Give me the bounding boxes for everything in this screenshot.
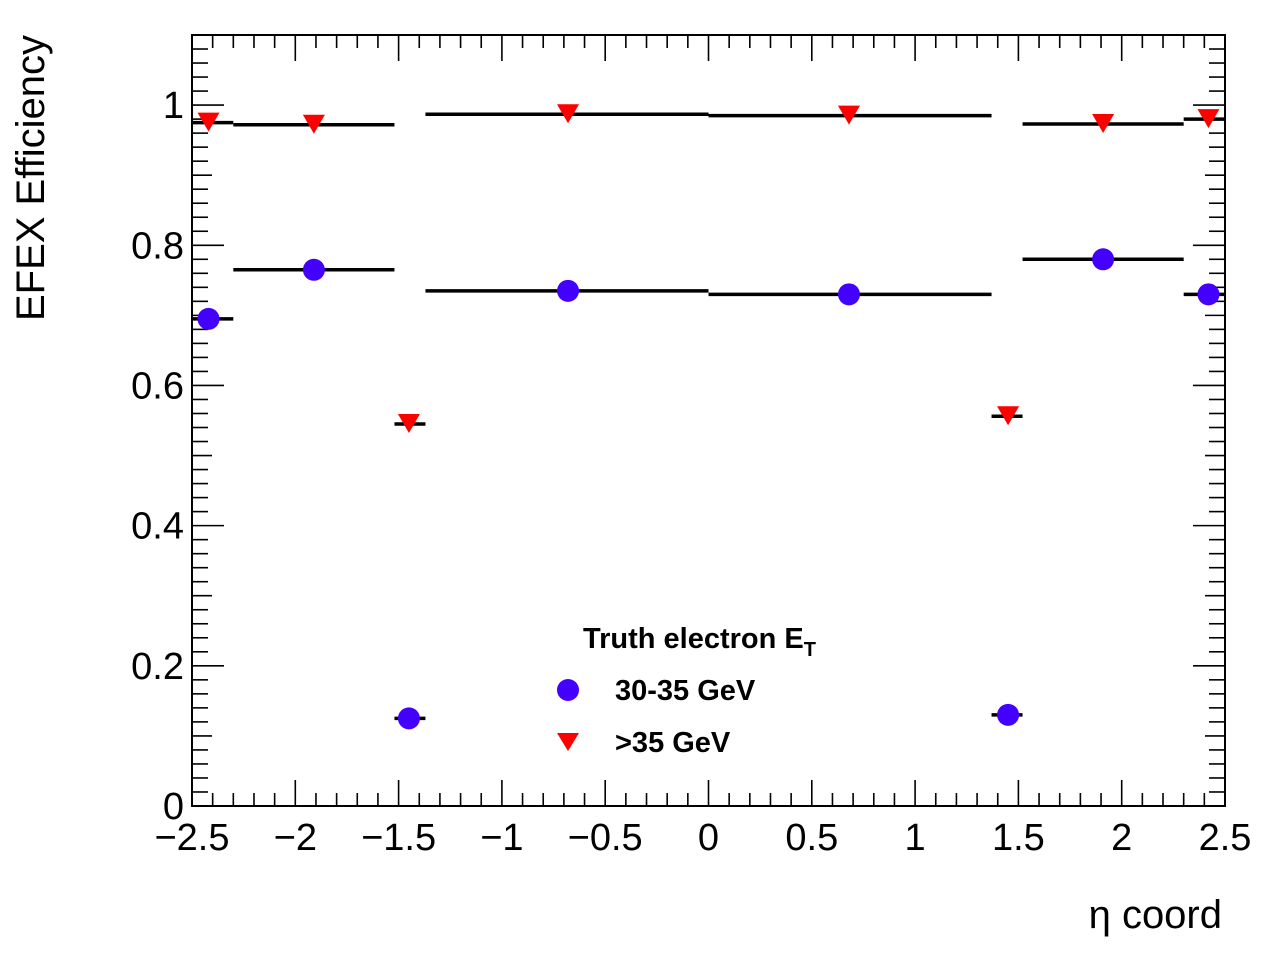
- legend-label-series-1: 30-35 GeV: [615, 675, 756, 707]
- x-tick-label: 2: [1111, 817, 1132, 859]
- x-tick-label: 2.5: [1199, 817, 1252, 859]
- series-1: [192, 248, 1225, 730]
- data-point-circle: [1092, 248, 1115, 271]
- x-axis-tick-labels: −2.5 −2 −1.5 −1 −0.5 0 0.5 1 1.5 2 2.5: [154, 817, 1251, 859]
- x-tick-label: 1: [905, 817, 926, 859]
- data-point-circle: [837, 283, 860, 306]
- data-point-triangle: [302, 114, 325, 134]
- y-tick-label: 1: [163, 85, 184, 127]
- legend-title-subscript: T: [804, 639, 816, 661]
- data-point-triangle: [997, 406, 1020, 426]
- legend-label-series-2: >35 GeV: [615, 727, 731, 759]
- data-point-circle: [302, 258, 325, 281]
- y-tick-label: 0.6: [131, 365, 184, 407]
- x-tick-label: 0: [698, 817, 719, 859]
- legend-marker-circle: [557, 679, 579, 701]
- x-tick-label: −2: [274, 817, 317, 859]
- series-2: [192, 104, 1225, 434]
- data-marks: [192, 104, 1225, 730]
- y-axis-tick-labels: 0 0.2 0.4 0.6 0.8 1: [131, 85, 184, 828]
- data-point-triangle: [397, 414, 420, 434]
- x-axis-title: η coord: [1089, 893, 1222, 937]
- data-point-circle: [557, 279, 580, 302]
- y-axis-ticks: [192, 34, 1225, 807]
- x-tick-label: −2.5: [154, 817, 229, 859]
- legend-marker-triangle: [557, 733, 579, 751]
- x-tick-label: −1: [480, 817, 523, 859]
- x-tick-label: −0.5: [568, 817, 643, 859]
- data-point-triangle: [1092, 114, 1115, 134]
- y-tick-label: 0.8: [131, 225, 184, 267]
- data-point-triangle: [197, 112, 220, 132]
- x-tick-label: −1.5: [361, 817, 436, 859]
- x-tick-label: 0.5: [785, 817, 838, 859]
- data-point-circle: [197, 307, 220, 330]
- data-point-circle: [1197, 283, 1220, 306]
- y-axis-title: EFEX Efficiency: [9, 35, 53, 321]
- legend: Truth electron ET 30-35 GeV >35 GeV: [557, 623, 816, 759]
- data-point-circle: [997, 703, 1020, 726]
- data-point-triangle: [557, 104, 580, 124]
- x-axis-ticks: [191, 35, 1226, 806]
- data-point-triangle: [837, 105, 860, 125]
- data-point-circle: [397, 707, 420, 730]
- data-point-triangle: [1197, 109, 1220, 129]
- x-tick-label: 1.5: [992, 817, 1045, 859]
- y-tick-label: 0.4: [131, 506, 184, 548]
- legend-title-main: Truth electron E: [583, 623, 804, 655]
- y-tick-label: 0.2: [131, 646, 184, 688]
- legend-title: Truth electron ET: [583, 623, 816, 661]
- y-tick-label: 0: [163, 786, 184, 828]
